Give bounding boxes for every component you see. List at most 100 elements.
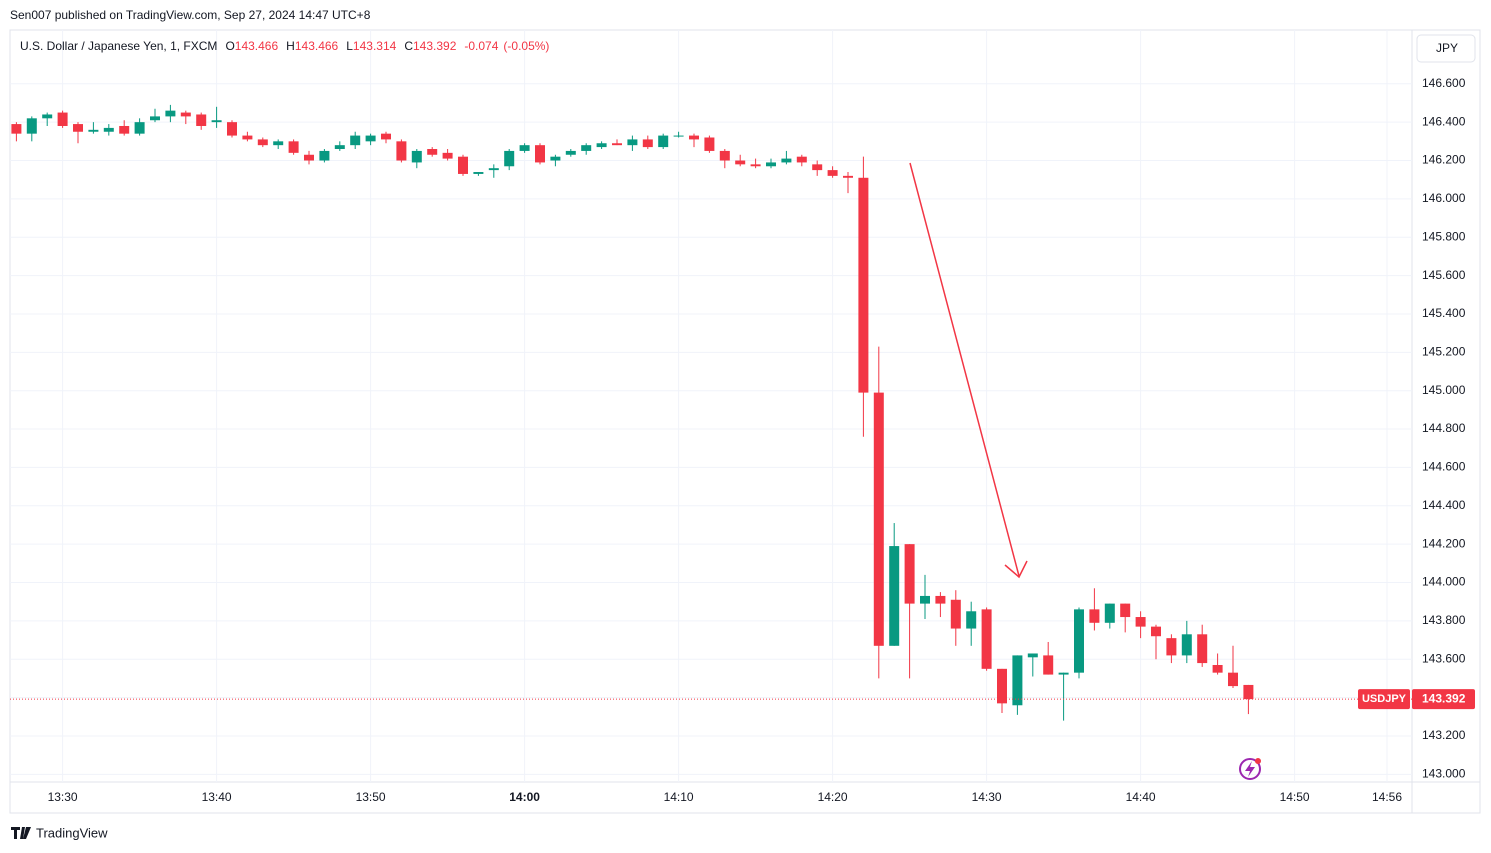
candles: USDJPY 143.392 (10, 104, 1475, 721)
candle-body (504, 150, 515, 167)
candle-body (227, 122, 237, 136)
flash-icon[interactable] (1239, 758, 1261, 780)
candle-body (103, 127, 114, 132)
legend-item: 143.314 (353, 39, 397, 53)
candle-body (950, 599, 961, 629)
y-tick-label: 143.800 (1422, 613, 1466, 627)
candle-body (1027, 653, 1038, 658)
candle-body (365, 135, 376, 142)
candle-body (350, 135, 361, 146)
candle-body (88, 129, 99, 132)
candle-body (1151, 626, 1161, 637)
legend-item: L (346, 39, 353, 53)
arrow-annotation (909, 162, 1028, 579)
candle-body (1243, 684, 1254, 700)
legend-item: U.S. Dollar / Japanese Yen, 1, FXCM (20, 39, 217, 53)
candle-body (1012, 655, 1023, 706)
candle-body (858, 177, 869, 393)
icon-ring (1239, 758, 1261, 780)
candle-body (1120, 603, 1131, 618)
x-tick-label: 13:50 (356, 790, 386, 804)
candle-body (288, 141, 299, 153)
candle-body (1166, 638, 1177, 656)
y-tick-label: 146.600 (1422, 76, 1466, 90)
candle-body (411, 150, 422, 163)
candle-body (997, 668, 1007, 704)
x-tick-label: 14:56 (1372, 790, 1402, 804)
icon-bolt (1245, 761, 1255, 777)
x-tick-label: 14:30 (972, 790, 1002, 804)
candle-body (1181, 634, 1192, 656)
y-tick-label: 146.200 (1422, 153, 1466, 167)
candle-body (689, 135, 699, 140)
chart-frame (9, 29, 1481, 814)
candle-body (843, 175, 853, 178)
y-tick-label: 144.000 (1422, 575, 1466, 589)
x-tick-label: 14:10 (664, 790, 694, 804)
candle-body (750, 164, 761, 167)
candle-body (873, 392, 884, 646)
candle-body (658, 135, 669, 148)
candle-body (196, 114, 207, 126)
candle-body (766, 162, 776, 167)
legend-item: 143.466 (235, 39, 279, 53)
brand-logo (11, 827, 31, 839)
y-tick-label: 145.400 (1422, 306, 1466, 320)
candle-body (642, 139, 653, 148)
candle-body (396, 141, 407, 161)
candle-body (304, 154, 314, 161)
candle-body (1197, 634, 1208, 664)
candle-body (920, 595, 930, 604)
candle-body (796, 156, 807, 163)
y-tick-label: 143.600 (1422, 651, 1466, 665)
price-tag (1412, 689, 1475, 710)
x-tick-label: 14:50 (1280, 790, 1310, 804)
candle-body (165, 110, 176, 117)
candle-body (242, 135, 253, 140)
candle-body (519, 145, 530, 151)
candle-body (334, 145, 345, 150)
candle-body (1074, 609, 1084, 673)
candle-body (273, 141, 284, 146)
legend-item: -0.074 (464, 39, 498, 53)
candle-body (57, 112, 68, 126)
x-tick-label: 13:40 (202, 790, 232, 804)
candle-body (627, 139, 638, 146)
grid: 143.000143.200143.400143.600143.800144.0… (10, 30, 1466, 804)
icon-dot (1255, 758, 1261, 764)
legend-item: 143.392 (413, 39, 457, 53)
candle-body (119, 125, 130, 134)
candle-body (781, 158, 792, 163)
candle-body (488, 168, 499, 171)
candle-body (735, 160, 746, 165)
candle-body (550, 156, 561, 161)
y-tick-label: 143.200 (1422, 728, 1466, 742)
y-tick-label: 146.400 (1422, 114, 1466, 128)
candle-body (381, 133, 391, 140)
candle-body (1043, 655, 1054, 675)
y-tick-label: 143.000 (1422, 766, 1466, 780)
candle-body (473, 172, 484, 174)
y-tick-label: 144.600 (1422, 460, 1466, 474)
candle-body (134, 122, 145, 134)
candle-body (673, 135, 684, 137)
brand: TradingView (11, 825, 108, 840)
candle-body (889, 546, 900, 646)
candle-body (11, 124, 22, 134)
price-label: 143.392 (1422, 691, 1466, 705)
legend-item: 143.466 (295, 39, 339, 53)
y-tick-label: 145.200 (1422, 345, 1466, 359)
candle-body (1058, 672, 1069, 675)
candle-body (581, 145, 592, 151)
y-tick-label: 146.000 (1422, 191, 1466, 205)
legend-item: (-0.05%) (503, 39, 549, 53)
candle-body (812, 164, 823, 171)
arrow-line (909, 162, 1020, 577)
candle-body (827, 170, 838, 176)
y-tick-label: 145.600 (1422, 268, 1466, 282)
candle-body (904, 544, 915, 604)
currency-button[interactable] (1416, 34, 1476, 63)
candle-body (1104, 603, 1115, 623)
candle-body (73, 124, 83, 132)
